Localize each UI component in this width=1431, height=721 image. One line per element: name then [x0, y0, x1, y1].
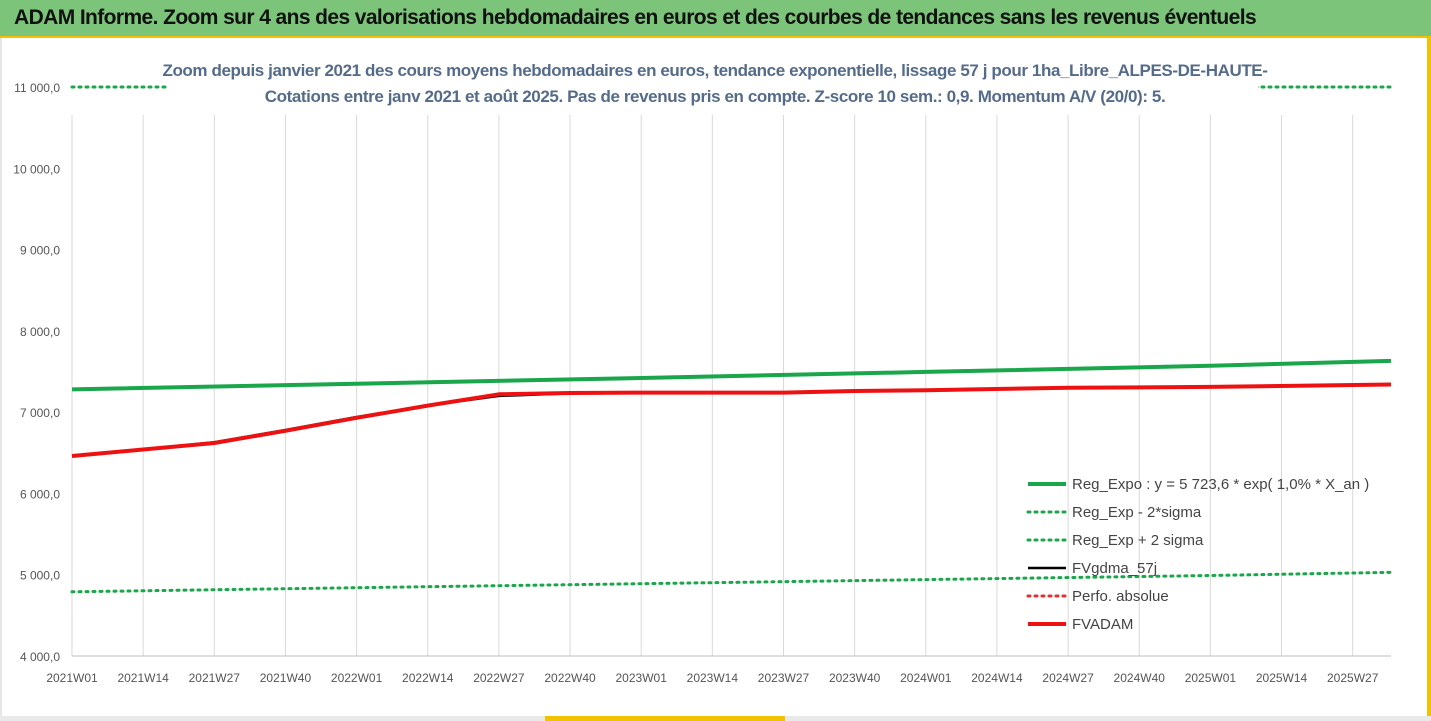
legend-label: Reg_Expo : y = 5 723,6 * exp( 1,0% * X_a… — [1072, 476, 1369, 493]
legend-label: Reg_Exp - 2*sigma — [1072, 504, 1202, 521]
series-line-1 — [70, 570, 1393, 594]
x-tick-label: 2023W27 — [758, 671, 810, 685]
y-tick-label: 10 000,0 — [13, 162, 60, 176]
y-tick-label: 9 000,0 — [20, 244, 60, 258]
axis-layer: 2021W01 2021W14 2021W27 2021W40 2022W01 2022W… — [13, 81, 1391, 685]
x-tick-label: 2024W40 — [1114, 671, 1166, 685]
series-line-5 — [71, 382, 1392, 458]
x-tick-label: 2022W14 — [402, 671, 454, 685]
chart-subtitle: Cotations entre janv 2021 et août 2025. … — [264, 87, 1166, 106]
frame-right-border — [1427, 38, 1431, 721]
y-tick-label: 5 000,0 — [20, 569, 60, 583]
x-tick-label: 2021W14 — [117, 671, 169, 685]
y-tick-label: 11 000,0 — [14, 81, 60, 95]
frame-bottom-accent — [545, 716, 785, 721]
legend-layer: Reg_Expo : y = 5 723,6 * exp( 1,0% * X_a… — [1026, 476, 1369, 633]
x-tick-label: 2023W14 — [687, 671, 739, 685]
x-tick-label: 2025W27 — [1327, 671, 1379, 685]
legend-label: Perfo. absolue — [1072, 588, 1169, 605]
x-tick-label: 2023W40 — [829, 671, 881, 685]
legend-label: FVgdma_57j — [1072, 560, 1157, 577]
y-tick-label: 4 000,0 — [20, 650, 60, 664]
report-title: ADAM Informe. Zoom sur 4 ans des valoris… — [14, 6, 1257, 29]
x-tick-label: 2024W01 — [900, 671, 952, 685]
x-tick-label: 2021W40 — [260, 671, 312, 685]
x-tick-label: 2024W27 — [1042, 671, 1094, 685]
y-tick-label: 7 000,0 — [20, 406, 60, 420]
frame-left-border — [0, 38, 2, 721]
legend-label: Reg_Exp + 2 sigma — [1072, 532, 1204, 549]
x-tick-label: 2022W01 — [331, 671, 383, 685]
x-tick-label: 2025W14 — [1256, 671, 1308, 685]
y-tick-label: 8 000,0 — [20, 325, 60, 339]
series-line-0 — [71, 358, 1392, 392]
chart-title: Zoom depuis janvier 2021 des cours moyen… — [162, 61, 1268, 80]
series-line-3 — [71, 383, 1392, 458]
chart-title-block: Zoom depuis janvier 2021 des cours moyen… — [150, 58, 1280, 110]
legend-label: FVADAM — [1072, 616, 1133, 633]
y-tick-label: 6 000,0 — [20, 487, 60, 501]
report-banner: ADAM Informe. Zoom sur 4 ans des valoris… — [0, 0, 1431, 38]
x-tick-label: 2025W01 — [1185, 671, 1237, 685]
x-tick-label: 2022W40 — [544, 671, 596, 685]
x-tick-label: 2023W01 — [616, 671, 668, 685]
x-tick-label: 2021W01 — [46, 671, 98, 685]
x-tick-label: 2024W14 — [971, 671, 1023, 685]
x-tick-label: 2022W27 — [473, 671, 525, 685]
chart-area: 2021W01 2021W14 2021W27 2021W40 2022W01 2022W… — [13, 81, 1393, 685]
x-tick-label: 2021W27 — [189, 671, 241, 685]
